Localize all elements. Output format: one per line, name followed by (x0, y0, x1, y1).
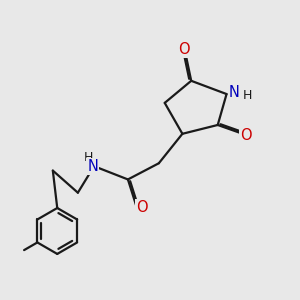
Text: H: H (84, 152, 93, 164)
Text: O: O (241, 128, 252, 143)
Text: O: O (136, 200, 148, 215)
Text: N: N (229, 85, 240, 100)
Text: N: N (87, 159, 98, 174)
Text: H: H (243, 89, 252, 102)
Text: O: O (178, 42, 190, 57)
